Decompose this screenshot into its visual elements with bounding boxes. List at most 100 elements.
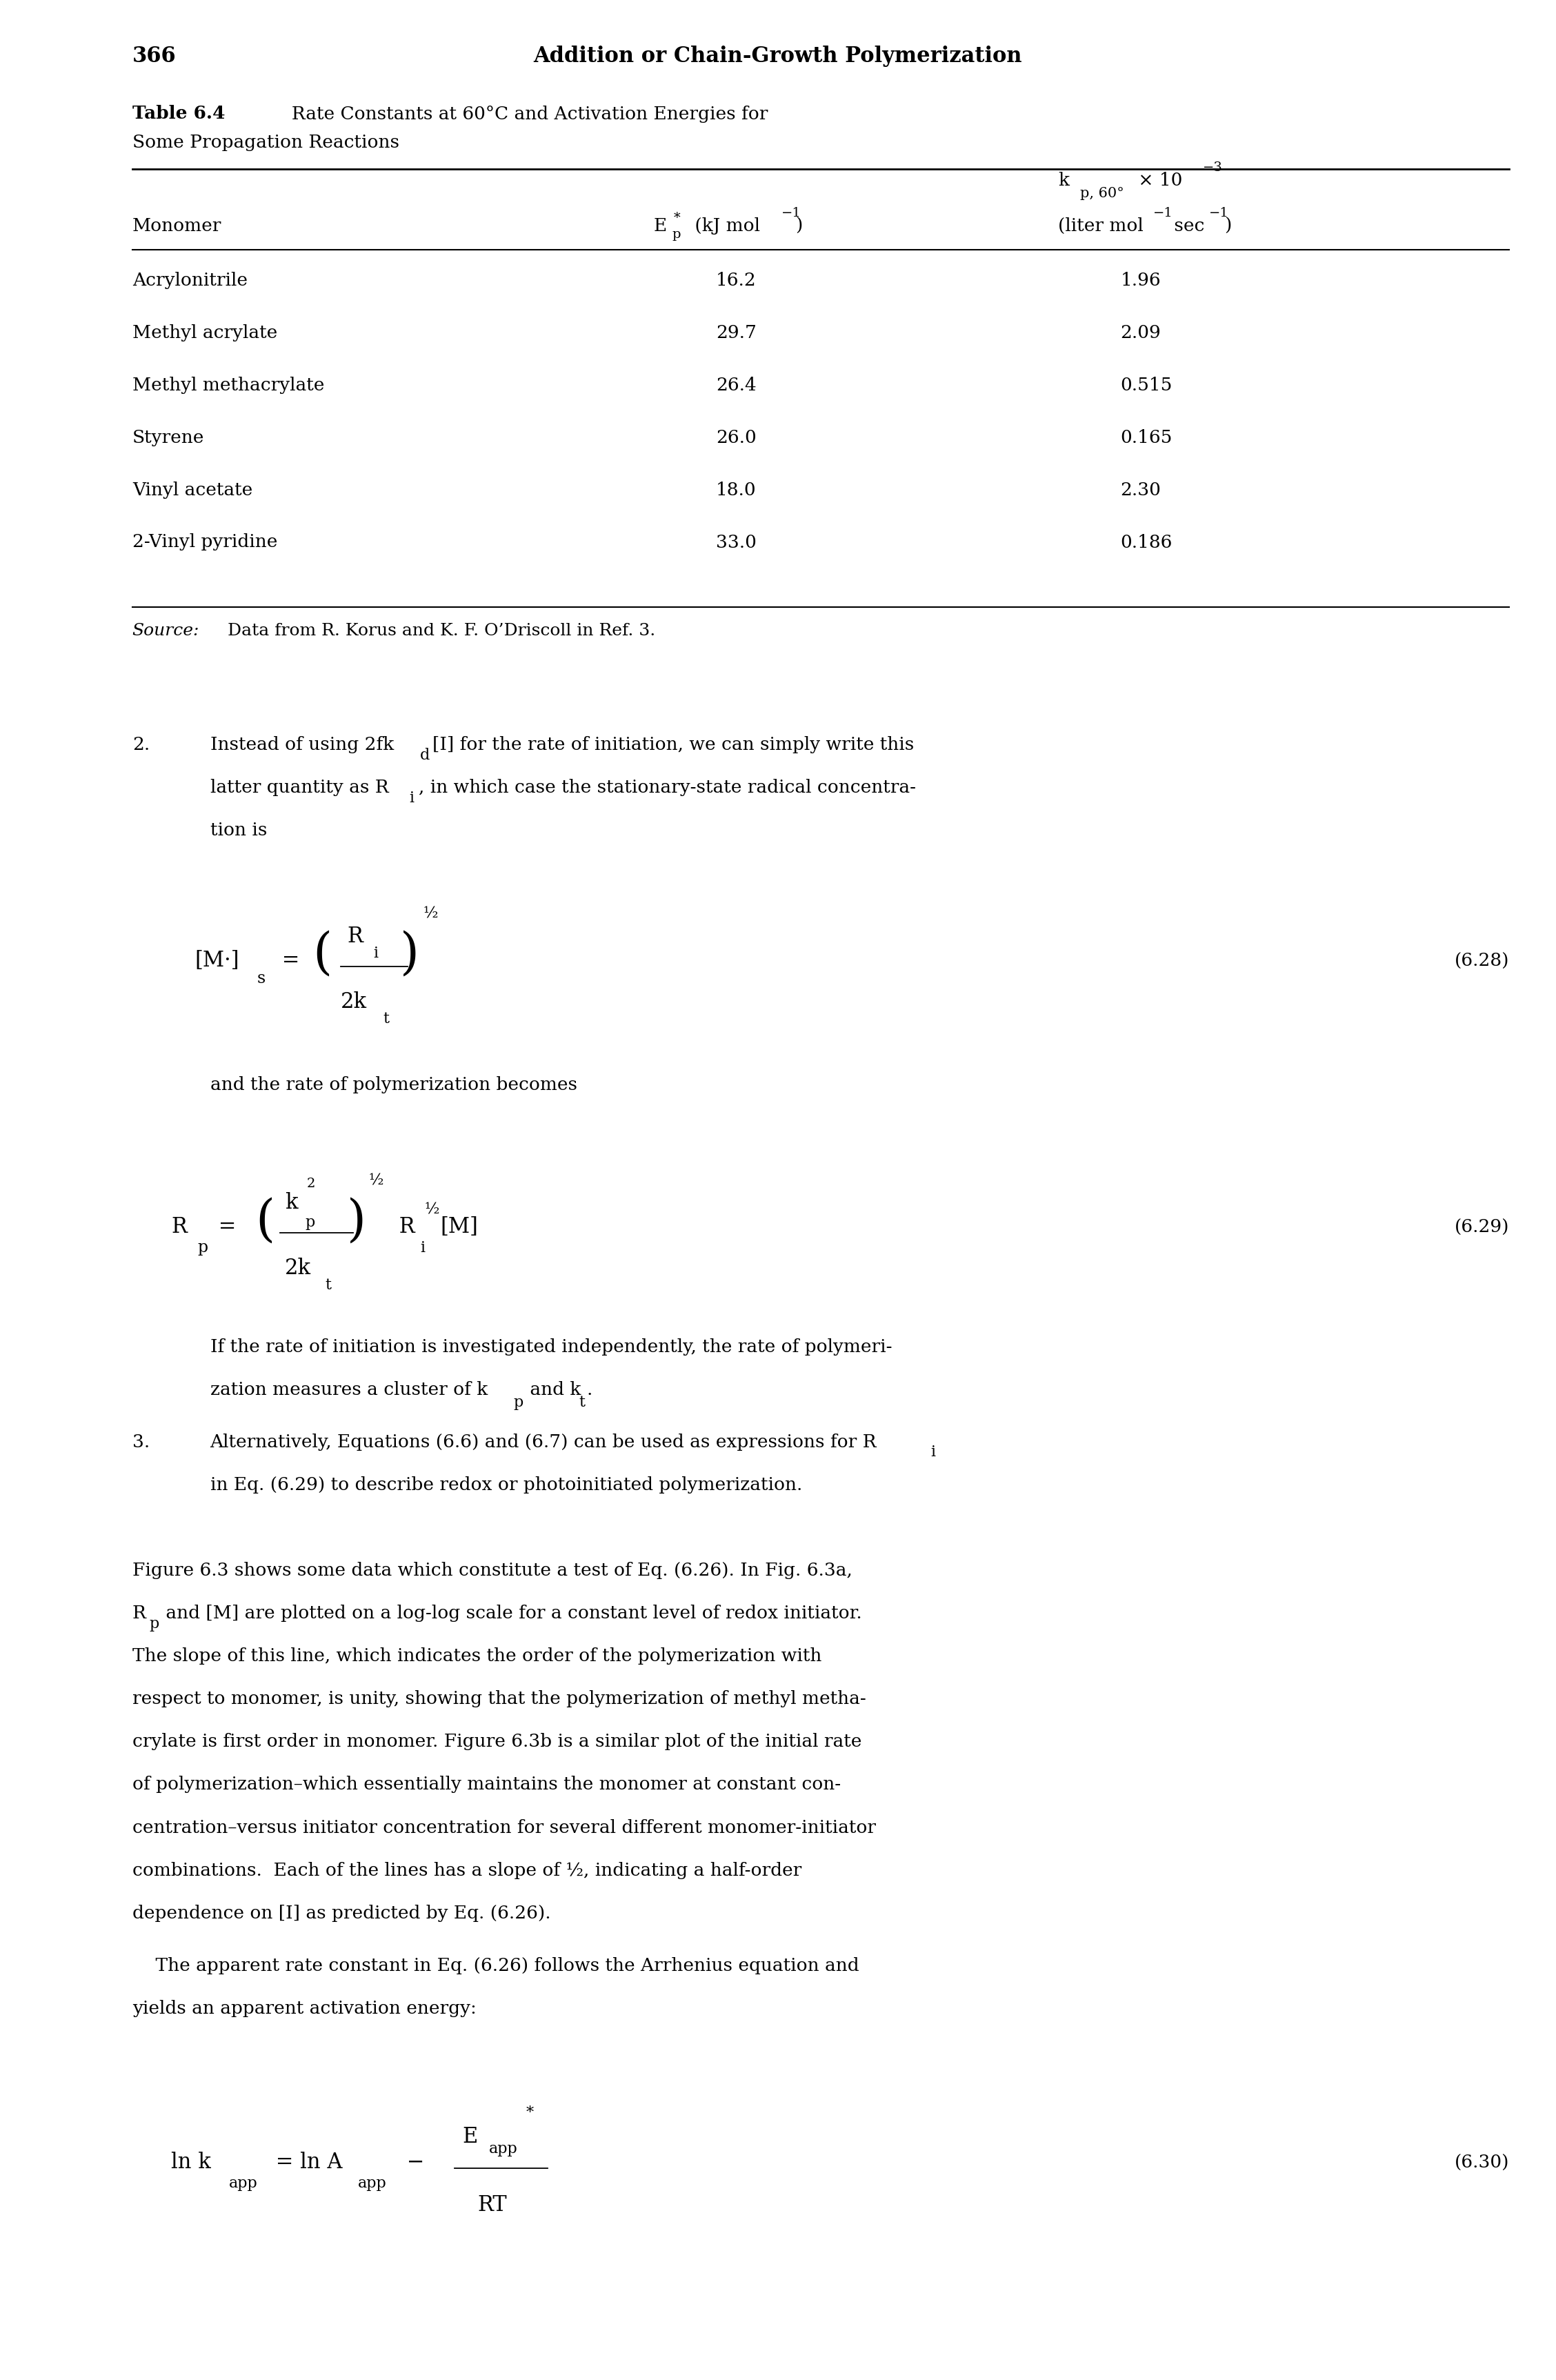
Text: R: R <box>132 1604 146 1621</box>
Text: If the rate of initiation is investigated independently, the rate of polymeri-: If the rate of initiation is investigate… <box>210 1338 892 1354</box>
Text: crylate is first order in monomer. Figure 6.3b is a similar plot of the initial : crylate is first order in monomer. Figur… <box>132 1733 862 1749</box>
Text: , in which case the stationary-state radical concentra-: , in which case the stationary-state rad… <box>419 778 916 795</box>
Text: 26.4: 26.4 <box>716 376 756 393</box>
Text: −1: −1 <box>1209 207 1229 219</box>
Text: 2-Vinyl pyridine: 2-Vinyl pyridine <box>132 533 277 550</box>
Text: ): ) <box>795 217 803 233</box>
Text: (: ( <box>313 931 333 978</box>
Text: ): ) <box>400 931 419 978</box>
Text: =: = <box>212 1216 243 1238</box>
Text: E: E <box>462 2125 478 2147</box>
Text: ½: ½ <box>423 907 439 921</box>
Text: (liter mol: (liter mol <box>1058 217 1144 233</box>
Text: combinations.  Each of the lines has a slope of ½, indicating a half-order: combinations. Each of the lines has a sl… <box>132 1861 801 1878</box>
Text: Rate Constants at 60°C and Activation Energies for: Rate Constants at 60°C and Activation En… <box>280 105 769 121</box>
Text: t: t <box>579 1395 585 1409</box>
Text: *: * <box>674 212 680 224</box>
Text: (6.29): (6.29) <box>1455 1219 1509 1235</box>
Text: −1: −1 <box>781 207 801 219</box>
Text: .: . <box>587 1380 593 1397</box>
Text: i: i <box>420 1240 425 1254</box>
Text: k: k <box>285 1192 297 1214</box>
Text: 16.2: 16.2 <box>716 271 756 288</box>
Text: Acrylonitrile: Acrylonitrile <box>132 271 247 288</box>
Text: latter quantity as R: latter quantity as R <box>210 778 389 795</box>
Text: Methyl acrylate: Methyl acrylate <box>132 324 277 340</box>
Text: 2: 2 <box>307 1178 314 1190</box>
Text: app: app <box>229 2175 258 2190</box>
Text: centration–versus initiator concentration for several different monomer-initiato: centration–versus initiator concentratio… <box>132 1818 876 1835</box>
Text: ½: ½ <box>425 1202 440 1216</box>
Text: The slope of this line, which indicates the order of the polymerization with: The slope of this line, which indicates … <box>132 1647 822 1664</box>
Text: app: app <box>489 2142 518 2156</box>
Text: p: p <box>198 1240 209 1254</box>
Text: R: R <box>171 1216 187 1238</box>
Text: respect to monomer, is unity, showing that the polymerization of methyl metha-: respect to monomer, is unity, showing th… <box>132 1690 867 1706</box>
Text: 3.: 3. <box>132 1433 149 1449</box>
Text: k: k <box>1058 171 1069 188</box>
Text: p: p <box>305 1214 314 1230</box>
Text: *: * <box>526 2106 534 2121</box>
Text: 2.30: 2.30 <box>1120 481 1161 497</box>
Text: =: = <box>275 950 307 971</box>
Text: p: p <box>513 1395 523 1409</box>
Text: in Eq. (6.29) to describe redox or photoinitiated polymerization.: in Eq. (6.29) to describe redox or photo… <box>210 1476 801 1492</box>
Text: ): ) <box>347 1197 366 1245</box>
Text: ½: ½ <box>369 1173 384 1188</box>
Text: 2k: 2k <box>341 992 367 1012</box>
Text: yields an apparent activation energy:: yields an apparent activation energy: <box>132 1999 476 2016</box>
Text: i: i <box>409 790 414 804</box>
Text: (: ( <box>255 1197 275 1245</box>
Text: and k: and k <box>524 1380 582 1397</box>
Text: 26.0: 26.0 <box>716 428 756 445</box>
Text: = ln A: = ln A <box>269 2152 342 2173</box>
Text: −1: −1 <box>1153 207 1173 219</box>
Text: p, 60°: p, 60° <box>1080 188 1123 200</box>
Text: The apparent rate constant in Eq. (6.26) follows the Arrhenius equation and: The apparent rate constant in Eq. (6.26)… <box>132 1956 859 1973</box>
Text: Methyl methacrylate: Methyl methacrylate <box>132 376 324 393</box>
Text: dependence on [I] as predicted by Eq. (6.26).: dependence on [I] as predicted by Eq. (6… <box>132 1904 551 1921</box>
Text: (6.28): (6.28) <box>1455 952 1509 969</box>
Text: p: p <box>149 1616 159 1630</box>
Text: 0.186: 0.186 <box>1120 533 1172 550</box>
Text: 0.515: 0.515 <box>1120 376 1172 393</box>
Text: [I] for the rate of initiation, we can simply write this: [I] for the rate of initiation, we can s… <box>433 735 915 752</box>
Text: ): ) <box>1225 217 1232 233</box>
Text: Some Propagation Reactions: Some Propagation Reactions <box>132 133 400 150</box>
Text: Styrene: Styrene <box>132 428 204 445</box>
Text: tion is: tion is <box>210 821 268 838</box>
Text: R: R <box>392 1216 414 1238</box>
Text: ln k: ln k <box>171 2152 212 2173</box>
Text: 1.96: 1.96 <box>1120 271 1161 288</box>
Text: −: − <box>400 2152 431 2173</box>
Text: RT: RT <box>478 2194 507 2216</box>
Text: i: i <box>373 945 378 962</box>
Text: [M]: [M] <box>440 1216 478 1238</box>
Text: t: t <box>383 1012 389 1026</box>
Text: 2.: 2. <box>132 735 149 752</box>
Text: −3: −3 <box>1203 162 1223 174</box>
Text: [M·]: [M·] <box>194 950 240 971</box>
Text: E: E <box>654 217 668 233</box>
Text: zation measures a cluster of k: zation measures a cluster of k <box>210 1380 487 1397</box>
Text: Monomer: Monomer <box>132 217 221 233</box>
Text: Figure 6.3 shows some data which constitute a test of Eq. (6.26). In Fig. 6.3a,: Figure 6.3 shows some data which constit… <box>132 1561 853 1578</box>
Text: Instead of using 2fk: Instead of using 2fk <box>210 735 394 752</box>
Text: sec: sec <box>1169 217 1204 233</box>
Text: (kJ mol: (kJ mol <box>689 217 761 233</box>
Text: R: R <box>347 926 363 947</box>
Text: p: p <box>672 228 682 240</box>
Text: i: i <box>930 1445 935 1459</box>
Text: and the rate of polymerization becomes: and the rate of polymerization becomes <box>210 1076 577 1092</box>
Text: app: app <box>358 2175 387 2190</box>
Text: 2k: 2k <box>285 1259 311 1278</box>
Text: × 10: × 10 <box>1133 171 1183 188</box>
Text: Table 6.4: Table 6.4 <box>132 105 226 121</box>
Text: (6.30): (6.30) <box>1455 2154 1509 2171</box>
Text: 366: 366 <box>132 45 176 67</box>
Text: and [M] are plotted on a log-log scale for a constant level of redox initiator.: and [M] are plotted on a log-log scale f… <box>160 1604 862 1621</box>
Text: 0.165: 0.165 <box>1120 428 1172 445</box>
Text: s: s <box>257 971 265 985</box>
Text: of polymerization–which essentially maintains the monomer at constant con-: of polymerization–which essentially main… <box>132 1775 840 1792</box>
Text: Vinyl acetate: Vinyl acetate <box>132 481 252 497</box>
